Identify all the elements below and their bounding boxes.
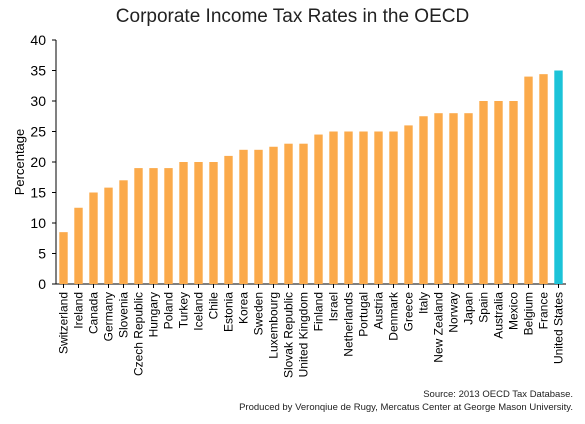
- bar: [74, 207, 83, 284]
- producer-note: Produced by Veronqiue de Rugy, Mercatus …: [239, 402, 573, 413]
- bar: [179, 162, 188, 284]
- x-tick-label: Luxembourg: [267, 292, 281, 359]
- x-tick-label: Estonia: [222, 292, 236, 332]
- x-tick-label: Chile: [207, 292, 221, 320]
- x-tick-label: Hungary: [147, 292, 161, 337]
- bar: [479, 101, 488, 284]
- x-tick-label: Turkey: [177, 292, 191, 328]
- x-tick-label: Portugal: [357, 292, 371, 337]
- bar: [344, 131, 353, 284]
- x-tick-label: Australia: [492, 292, 506, 339]
- x-tick-label: Finland: [312, 292, 326, 331]
- bar: [89, 192, 98, 284]
- bar: [509, 101, 518, 284]
- bar: [329, 131, 338, 284]
- x-tick-label: Italy: [417, 292, 431, 314]
- bar: [59, 232, 68, 284]
- x-tick-label: Netherlands: [342, 292, 356, 357]
- bar: [194, 162, 203, 284]
- bar: [539, 74, 548, 284]
- bar: [254, 149, 263, 284]
- x-tick-label: France: [537, 292, 551, 330]
- bar: [449, 113, 458, 284]
- x-tick-label: Austria: [372, 292, 386, 330]
- source-note: Source: 2013 OECD Tax Database.: [423, 389, 573, 400]
- x-tick-label: Norway: [447, 292, 461, 333]
- y-tick-label: 0: [38, 276, 46, 292]
- x-tick-label: United Kingdom: [297, 292, 311, 377]
- bar: [359, 131, 368, 284]
- bar: [239, 149, 248, 284]
- bar: [284, 143, 293, 284]
- bar: [269, 146, 278, 284]
- x-tick-label: Japan: [462, 292, 476, 325]
- x-tick-label: Israel: [327, 292, 341, 321]
- x-tick-label: Ireland: [72, 292, 86, 329]
- x-tick-label: Iceland: [192, 292, 206, 331]
- y-tick-label: 20: [30, 154, 46, 170]
- x-tick-label: Slovak Republic: [282, 292, 296, 378]
- x-tick-label: Belgium: [522, 292, 536, 335]
- x-tick-label: Poland: [162, 292, 176, 329]
- x-tick-label: Sweden: [252, 292, 266, 335]
- y-tick-label: 35: [30, 63, 46, 79]
- bar: [554, 70, 563, 284]
- y-tick-label: 30: [30, 93, 46, 109]
- x-tick-label: Korea: [237, 292, 251, 324]
- bar: [389, 131, 398, 284]
- bar: [374, 131, 383, 284]
- x-tick-label: United States: [552, 292, 566, 364]
- x-tick-label: Slovenia: [117, 292, 131, 338]
- x-tick-label: Mexico: [507, 292, 521, 330]
- x-tick-label: Canada: [87, 292, 101, 334]
- x-tick-label: Greece: [402, 292, 416, 332]
- x-tick-label: Spain: [477, 292, 491, 323]
- y-tick-label: 15: [30, 185, 46, 201]
- y-tick-label: 25: [30, 124, 46, 140]
- x-tick-label: Denmark: [387, 291, 401, 341]
- bar: [134, 168, 143, 284]
- bar: [464, 113, 473, 284]
- bar: [494, 101, 503, 284]
- bar: [524, 76, 533, 284]
- bar: [434, 113, 443, 284]
- x-tick-label: Czech Republic: [132, 292, 146, 376]
- bar: [299, 143, 308, 284]
- bar: [149, 168, 158, 284]
- y-tick-label: 5: [38, 246, 46, 262]
- bar: [419, 116, 428, 284]
- bar: [404, 125, 413, 285]
- bar: [314, 134, 323, 284]
- bar: [119, 180, 128, 284]
- y-tick-label: 10: [30, 215, 46, 231]
- x-tick-label: Switzerland: [57, 292, 71, 354]
- x-tick-label: Germany: [102, 292, 116, 341]
- bar: [104, 187, 113, 284]
- chart-title: Corporate Income Tax Rates in the OECD: [115, 6, 470, 27]
- y-tick-label: 40: [30, 32, 46, 48]
- bar: [209, 162, 218, 284]
- bar: [224, 155, 233, 284]
- y-axis-title: Percentage: [12, 129, 27, 196]
- bar: [164, 168, 173, 284]
- x-tick-label: New Zealand: [432, 292, 446, 363]
